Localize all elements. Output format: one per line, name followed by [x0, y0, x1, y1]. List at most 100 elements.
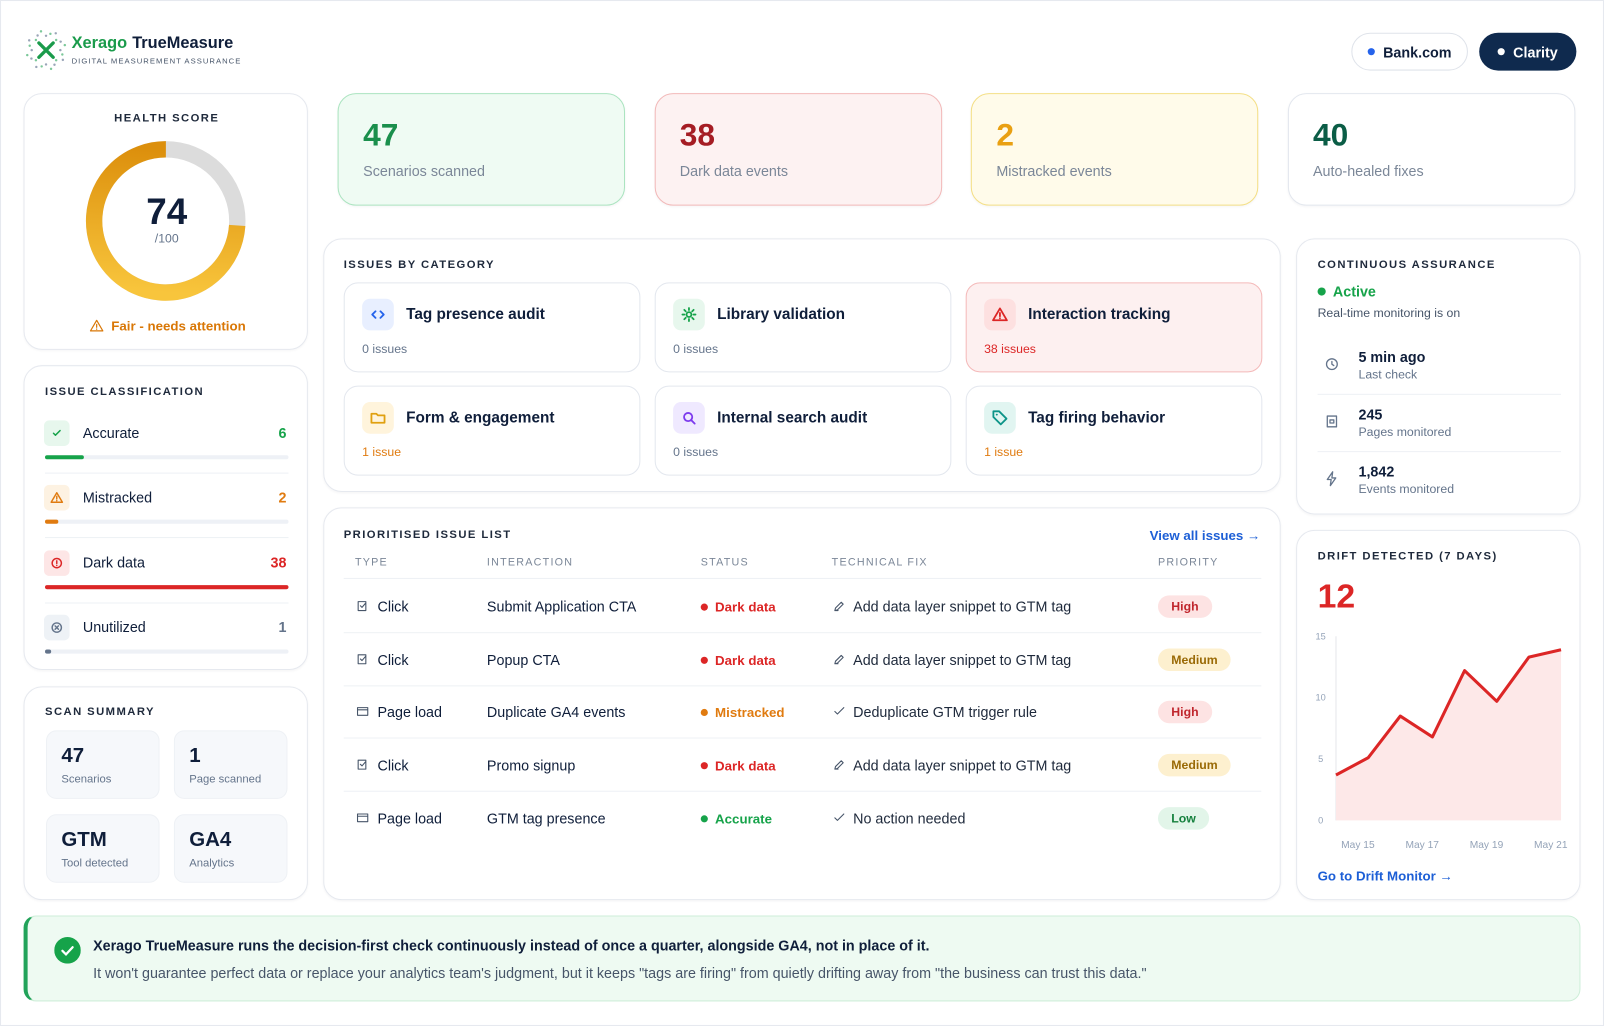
class-bar [45, 519, 58, 525]
logo-dot [39, 30, 43, 33]
icon-glyph [370, 412, 386, 424]
logo-dot [54, 38, 58, 42]
issue-interaction: GTM tag presence [486, 809, 606, 827]
logo-dot [44, 63, 48, 66]
category-card[interactable]: Library validation 0 issues [654, 282, 952, 373]
drift-link[interactable]: Go to Drift Monitor → [1317, 868, 1453, 884]
icon [356, 813, 369, 823]
icon-glyph [834, 813, 845, 821]
summary-tile: 1 Page scanned [173, 730, 288, 799]
priority-badge: High [1157, 595, 1212, 618]
product-name: TrueMeasure [132, 34, 234, 53]
category-card[interactable]: Internal search audit 0 issues [654, 385, 952, 476]
column-header: TYPE [354, 556, 388, 569]
class-count: 6 [278, 424, 287, 441]
y-tick-label: 15 [1316, 631, 1326, 641]
icon-glyph [356, 707, 369, 717]
icon [673, 402, 705, 434]
icon-glyph [89, 319, 104, 332]
logo-dot [34, 38, 38, 42]
scan-summary-card: SCAN SUMMARY 47 Scenarios 1 Page scanned GTM T… [23, 686, 308, 901]
icon [834, 760, 844, 770]
divider [1317, 451, 1562, 453]
logo-dot [61, 58, 65, 62]
info-banner: Xerago TrueMeasure runs the decision-fir… [23, 915, 1581, 1002]
status-dot [1317, 287, 1326, 296]
status-dot [700, 762, 708, 770]
column-header: TECHNICAL FIX [831, 556, 928, 569]
priority-badge: Medium [1157, 648, 1231, 671]
column-header: PRIORITY [1157, 556, 1219, 569]
class-bar [45, 455, 84, 460]
tool-button[interactable]: Clarity [1479, 32, 1577, 71]
view-all-link[interactable]: View all issues → [1149, 527, 1261, 544]
card-title: ISSUES BY CATEGORY [343, 258, 495, 272]
issue-interaction: Popup CTA [486, 651, 560, 668]
bar-track [45, 519, 289, 525]
kpi-value: 2 [996, 116, 1015, 153]
badge-circle [54, 937, 81, 964]
icon [357, 601, 367, 612]
status-dot [1497, 48, 1505, 56]
icon-bg [673, 402, 705, 434]
issue-interaction: Duplicate GA4 events [486, 704, 626, 721]
issue-type: Click [377, 651, 409, 668]
header-divider [343, 577, 1262, 579]
status-dot [700, 709, 708, 717]
badge-check [61, 946, 74, 957]
class-name: Accurate [82, 424, 140, 441]
icon-bg [673, 298, 705, 331]
logo-dot [59, 40, 62, 43]
status-dot [700, 603, 708, 611]
assurance-value: 245 [1358, 406, 1383, 423]
icon-bg [984, 402, 1016, 434]
category-card[interactable]: Tag firing behavior 1 issue [965, 385, 1263, 476]
logo-dot [30, 48, 33, 52]
logo-dot [49, 67, 53, 71]
kpi-label: Dark data events [679, 162, 789, 180]
category-card[interactable]: Interaction tracking 38 issues [965, 282, 1263, 373]
icon [834, 601, 844, 612]
icon [1326, 415, 1338, 428]
tile-label: Tool detected [61, 857, 129, 870]
summary-tile: GTM Tool detected [46, 814, 160, 883]
logo-dot [49, 32, 52, 36]
issue-interaction: Promo signup [486, 757, 576, 774]
class-bar [45, 584, 289, 589]
category-card[interactable]: Form & engagement 1 issue [343, 385, 641, 476]
icon-glyph [834, 601, 844, 612]
category-count: 1 issue [362, 444, 402, 460]
icon [43, 549, 70, 576]
row-divider [343, 790, 1262, 792]
status-dot [700, 815, 708, 823]
category-card[interactable]: Tag presence audit 0 issues [343, 282, 641, 373]
logo-dot [27, 39, 31, 42]
logo-dot [40, 65, 43, 68]
assurance-card: CONTINUOUS ASSURANCE Active Real-time moni… [1296, 238, 1581, 515]
icon-glyph [992, 410, 1008, 426]
issue-type: Click [377, 598, 409, 615]
assurance-label: Events monitored [1358, 481, 1455, 497]
icon [834, 813, 845, 821]
bar-track [45, 455, 289, 460]
health-score: 74 [146, 190, 188, 233]
status-dot [1367, 48, 1375, 56]
issue-status: Dark data [715, 758, 776, 774]
icon [834, 654, 844, 664]
class-count: 2 [278, 489, 287, 506]
card-title: CONTINUOUS ASSURANCE [1317, 258, 1496, 272]
button-label: Clarity [1513, 43, 1558, 60]
kpi-label: Scenarios scanned [363, 162, 485, 180]
summary-tile: GA4 Analytics [173, 814, 288, 883]
tile-value: 47 [61, 744, 85, 768]
drift-value: 12 [1317, 576, 1356, 615]
y-tick-label: 5 [1318, 754, 1323, 764]
divider [45, 602, 289, 604]
category-name: Form & engagement [406, 409, 555, 427]
categories-card: ISSUES BY CATEGORY Tag presence audit 0 is… [323, 238, 1281, 493]
icon-glyph [51, 622, 63, 633]
logo-dot [28, 44, 31, 47]
site-button[interactable]: Bank.com [1351, 32, 1468, 71]
icon-glyph [1326, 415, 1338, 428]
class-name: Dark data [82, 554, 145, 571]
